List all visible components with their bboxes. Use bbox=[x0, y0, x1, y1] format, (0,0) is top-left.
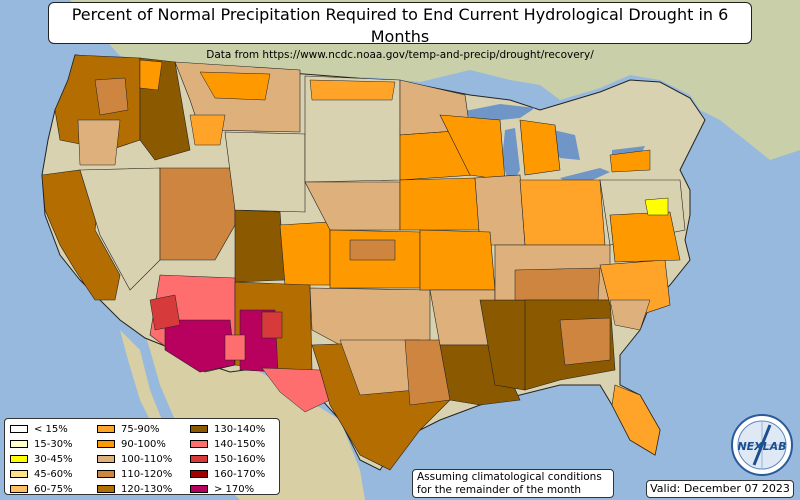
region-md-de bbox=[644, 197, 669, 216]
region-sc bbox=[609, 299, 651, 331]
legend-swatch bbox=[10, 455, 28, 463]
legend-item: 150-160% bbox=[190, 453, 265, 465]
legend-swatch bbox=[10, 470, 28, 478]
legend-swatch bbox=[97, 425, 115, 433]
region-nd-north bbox=[309, 79, 396, 101]
region-id-north bbox=[139, 59, 163, 91]
legend-item: > 170% bbox=[190, 483, 254, 495]
region-nm-sw bbox=[261, 311, 283, 339]
legend-label: 90-100% bbox=[121, 438, 166, 450]
legend-item: 100-110% bbox=[97, 453, 172, 465]
assumption-line-1: Assuming climatological conditions bbox=[417, 471, 602, 483]
assumption-note: Assuming climatological conditions for t… bbox=[412, 469, 614, 498]
legend-label: < 15% bbox=[34, 423, 68, 435]
legend-swatch bbox=[190, 455, 208, 463]
lake-michigan bbox=[502, 128, 520, 188]
legend-item: 45-60% bbox=[10, 468, 73, 480]
region-tn-south bbox=[514, 267, 601, 301]
region-utah bbox=[159, 167, 236, 261]
legend-item: 60-75% bbox=[10, 483, 73, 495]
region-or-central bbox=[77, 119, 121, 166]
region-az-west bbox=[149, 294, 181, 331]
region-ny-west bbox=[609, 149, 651, 173]
region-indiana-ohio bbox=[519, 179, 606, 246]
legend-swatch bbox=[190, 470, 208, 478]
legend-swatch bbox=[190, 425, 208, 433]
region-wyoming bbox=[224, 131, 306, 213]
legend-swatch bbox=[97, 455, 115, 463]
region-florida bbox=[611, 384, 661, 456]
legend-label: 30-45% bbox=[34, 453, 73, 465]
legend-item: 130-140% bbox=[190, 423, 265, 435]
region-michigan bbox=[519, 119, 561, 176]
region-az-south bbox=[164, 319, 236, 373]
legend-item: 140-150% bbox=[190, 438, 265, 450]
legend-swatch bbox=[10, 440, 28, 448]
region-missouri bbox=[419, 229, 496, 291]
map-title: Percent of Normal Precipitation Required… bbox=[71, 5, 729, 46]
legend-label: 15-30% bbox=[34, 438, 73, 450]
region-tx-west bbox=[261, 367, 331, 413]
legend-item: 30-45% bbox=[10, 453, 73, 465]
region-ks-central bbox=[349, 239, 396, 261]
baja-california bbox=[120, 330, 170, 440]
region-oklahoma bbox=[309, 287, 431, 346]
legend-label: 130-140% bbox=[214, 423, 266, 435]
lake-superior bbox=[460, 104, 535, 122]
legend-label: 75-90% bbox=[121, 423, 160, 435]
map-subtitle: Data from https://www.ncdc.noaa.gov/temp… bbox=[206, 49, 594, 61]
legend-swatch bbox=[97, 440, 115, 448]
region-az-se bbox=[224, 334, 246, 361]
assumption-line-2: for the remainder of the month bbox=[417, 484, 582, 496]
legend-label: 60-75% bbox=[34, 483, 73, 495]
valid-date: Valid: December 07 2023 bbox=[646, 480, 794, 498]
legend-swatch bbox=[190, 485, 208, 493]
legend-item: 75-90% bbox=[97, 423, 160, 435]
legend-item: 110-120% bbox=[97, 468, 172, 480]
legend-item: 90-100% bbox=[97, 438, 166, 450]
legend-label: 45-60% bbox=[34, 468, 73, 480]
legend-swatch bbox=[97, 470, 115, 478]
legend-label: 150-160% bbox=[214, 453, 266, 465]
legend-swatch bbox=[10, 485, 28, 493]
legend-swatch bbox=[97, 485, 115, 493]
region-iowa bbox=[399, 177, 481, 231]
legend-item: 15-30% bbox=[10, 438, 73, 450]
legend-label: 120-130% bbox=[121, 483, 173, 495]
legend-label: 110-120% bbox=[121, 468, 173, 480]
legend-item: 160-170% bbox=[190, 468, 265, 480]
legend-label: 160-170% bbox=[214, 468, 266, 480]
region-nevada bbox=[79, 167, 161, 291]
logo-text: NEXLAB bbox=[737, 440, 786, 453]
region-wa-central bbox=[94, 77, 129, 116]
legend-swatch bbox=[10, 425, 28, 433]
region-colorado-west bbox=[234, 209, 286, 283]
nexlab-logo-icon: NEXLAB bbox=[731, 414, 793, 476]
legend: < 15% 15-30% 30-45% 45-60% 60-75% 75-90%… bbox=[4, 418, 280, 495]
legend-label: > 170% bbox=[214, 483, 255, 495]
legend-item: < 15% bbox=[10, 423, 68, 435]
region-ga-central bbox=[559, 317, 611, 366]
legend-item: 120-130% bbox=[97, 483, 172, 495]
legend-label: 140-150% bbox=[214, 438, 266, 450]
region-colorado-east bbox=[279, 221, 331, 286]
region-virginia bbox=[609, 211, 681, 263]
legend-label: 100-110% bbox=[121, 453, 173, 465]
region-mt-north bbox=[199, 71, 271, 101]
legend-swatch bbox=[190, 440, 208, 448]
region-mt-sw bbox=[189, 114, 226, 146]
title-box: Percent of Normal Precipitation Required… bbox=[48, 2, 752, 61]
